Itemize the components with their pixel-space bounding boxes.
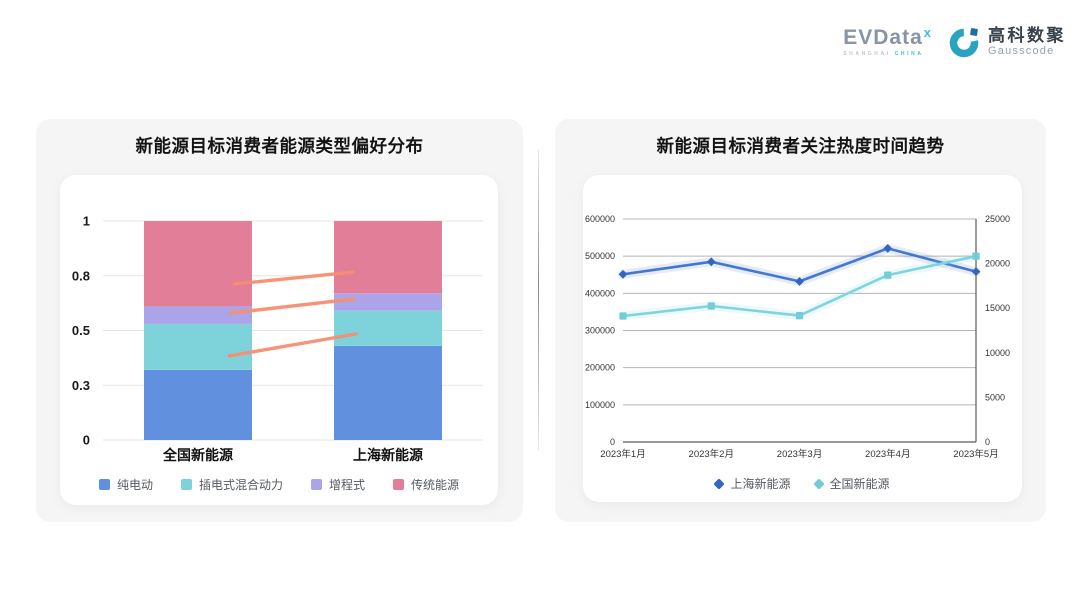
- legend-label: 纯电动: [116, 478, 153, 492]
- right-axis-tick-label: 15000: [985, 303, 1010, 313]
- data-point-marker: [884, 271, 892, 279]
- evdata-x-icon: x: [923, 25, 931, 40]
- legend-label: 全国新能源: [829, 477, 890, 491]
- data-point-marker: [972, 252, 980, 260]
- legend-item[interactable]: 插电式混合动力: [180, 476, 283, 493]
- legend-label: 传统能源: [411, 478, 460, 492]
- right-axis-tick-label: 5000: [985, 392, 1005, 402]
- connector-line: [232, 270, 355, 286]
- legend-item[interactable]: 上海新能源: [713, 475, 791, 492]
- line-chart-legend: 上海新能源 全国新能源: [583, 475, 1022, 492]
- data-point-marker: [706, 257, 716, 267]
- data-point-marker: [795, 312, 804, 320]
- bar-segment: [144, 323, 252, 370]
- header-logos: EVDatax SHANGHAI CHINA 高科数聚 Gausscode: [843, 25, 1066, 58]
- evdata-wordmark: EVData: [843, 26, 923, 49]
- legend-swatch-icon: [393, 479, 405, 490]
- legend-label: 上海新能源: [730, 477, 791, 491]
- stacked-bar-chart: 0 0.3 0.5 0.8 1 全国新能源 上海新能源: [72, 214, 483, 463]
- legend-marker-icon: [713, 477, 726, 490]
- x-category-label: 上海新能源: [353, 447, 423, 463]
- bar-segment: [144, 369, 252, 440]
- x-tick-label: 2023年5月: [953, 448, 998, 460]
- bar-segment: [144, 306, 252, 324]
- legend-swatch-icon: [311, 479, 322, 490]
- x-tick-label: 2023年4月: [865, 448, 910, 460]
- data-point-marker: [795, 277, 804, 286]
- bar-chart-panel: 0 0.3 0.5 0.8 1 全国新能源 上海新能源 纯电动 插电式混合动力 增程式 传统能源: [60, 175, 498, 505]
- bar-chart-title: 新能源目标消费者能源类型偏好分布: [135, 136, 424, 156]
- line-chart-panel: 0 100000 200000 300000 400000 500000 600000 0 50…: [583, 175, 1022, 502]
- left-axis-tick-label: 0: [610, 437, 615, 447]
- attention-trend-card: 新能源目标消费者关注热度时间趋势 0 100000 200000 300000 4000…: [555, 119, 1046, 522]
- legend-label: 插电式混合动力: [198, 478, 283, 492]
- legend-swatch-icon: [180, 479, 192, 490]
- legend-label: 增程式: [329, 478, 366, 492]
- card-divider: [538, 150, 539, 450]
- y-tick-label: 1: [83, 214, 90, 229]
- data-point-marker: [618, 269, 628, 279]
- gausscode-logo: 高科数聚 Gausscode: [948, 26, 1066, 58]
- bar-segment: [334, 221, 442, 294]
- legend-item[interactable]: 全国新能源: [812, 475, 890, 492]
- left-axis-tick-label: 600000: [585, 214, 615, 224]
- right-axis-tick-label: 0: [985, 437, 990, 447]
- gausscode-name-en: Gausscode: [988, 44, 1055, 57]
- legend-item[interactable]: 增程式: [311, 476, 365, 493]
- x-tick-label: 2023年1月: [600, 448, 645, 460]
- right-axis-tick-label: 20000: [985, 259, 1010, 269]
- bar-chart-legend: 纯电动 插电式混合动力 增程式 传统能源: [60, 476, 498, 493]
- connector-line: [227, 332, 358, 358]
- left-axis-tick-label: 200000: [585, 363, 615, 373]
- y-tick-label: 0.3: [72, 378, 90, 393]
- data-point-marker: [971, 267, 981, 277]
- gausscode-name-cn: 高科数聚: [988, 25, 1066, 45]
- left-axis-tick-label: 400000: [585, 288, 615, 298]
- left-axis-tick-label: 100000: [585, 400, 615, 410]
- evdata-logo: EVDatax SHANGHAI CHINA: [843, 25, 931, 57]
- gausscode-c-icon: [948, 26, 980, 58]
- line-chart-title: 新能源目标消费者关注热度时间趋势: [656, 136, 945, 156]
- left-axis-tick-label: 500000: [585, 251, 615, 261]
- bar-segment: [334, 345, 442, 440]
- x-tick-label: 2023年3月: [777, 448, 822, 460]
- y-tick-label: 0.8: [72, 268, 90, 283]
- bar-segment: [334, 293, 442, 311]
- bar-segment: [144, 221, 252, 307]
- bar-segment: [334, 310, 442, 346]
- x-category-label: 全国新能源: [162, 447, 233, 463]
- trend-line-chart: 0 100000 200000 300000 400000 500000 600000 0 50…: [585, 214, 1010, 460]
- legend-marker-icon: [812, 477, 825, 490]
- data-point-marker: [883, 244, 893, 253]
- legend-item[interactable]: 传统能源: [393, 476, 459, 493]
- y-tick-label: 0.5: [72, 323, 90, 338]
- left-axis-tick-label: 300000: [585, 326, 615, 336]
- right-axis-tick-label: 10000: [985, 348, 1010, 358]
- evdata-subtitle: SHANGHAI CHINA: [843, 51, 924, 57]
- legend-item[interactable]: 纯电动: [98, 476, 153, 493]
- legend-swatch-icon: [98, 479, 110, 490]
- energy-preference-card: 新能源目标消费者能源类型偏好分布 0 0.3 0.5 0.8 1 全国新能源 上海新能源 纯…: [36, 119, 523, 522]
- data-point-marker: [619, 312, 627, 320]
- connector-line: [229, 297, 356, 315]
- y-tick-label: 0: [83, 433, 90, 448]
- x-tick-label: 2023年2月: [689, 448, 734, 460]
- right-axis-tick-label: 25000: [985, 214, 1010, 224]
- data-point-marker: [707, 302, 715, 310]
